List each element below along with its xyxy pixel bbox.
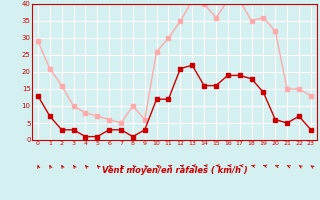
X-axis label: Vent moyen/en rafales ( km/h ): Vent moyen/en rafales ( km/h )	[101, 166, 247, 175]
